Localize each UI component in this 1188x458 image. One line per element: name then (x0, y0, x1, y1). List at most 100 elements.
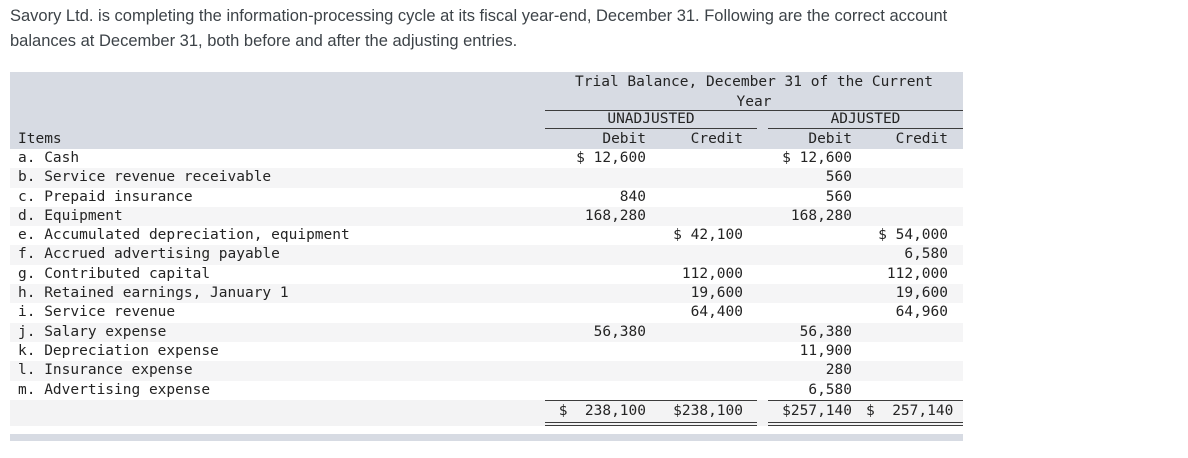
table-row: f. Accrued advertising payable 6,580 (10, 245, 963, 265)
column-gap (757, 361, 768, 380)
adjusted-totals: $257,140 $ 257,140 (768, 399, 963, 426)
unadjusted-debit-cell (545, 361, 660, 380)
table-title-line1: Trial Balance, December 31 of the Curren… (575, 74, 933, 90)
table-row: m. Advertising expense 6,580 (10, 381, 963, 400)
item-cell: f. Accrued advertising payable (18, 246, 280, 263)
unadjusted-credit-cell (660, 381, 757, 400)
bottom-accent-band (10, 434, 963, 441)
adjusted-credit-header: Credit (895, 131, 948, 147)
unadjusted-debit-cell (545, 303, 660, 322)
item-cell: e. Accumulated depreciation, equipment (18, 227, 350, 244)
adjusted-credit-cell (866, 149, 963, 168)
unadjusted-debit-cell (545, 381, 660, 400)
table-title: Trial Balance, December 31 of the Curren… (545, 72, 963, 111)
column-gap (757, 303, 768, 322)
adjusted-debit-cell: 56,380 (799, 323, 852, 340)
unadjusted-credit-cell: $ 42,100 (673, 227, 743, 244)
unadjusted-debit-cell (545, 342, 660, 361)
adjusted-debit-cell (768, 265, 866, 284)
unadjusted-debit-header: Debit (602, 131, 646, 147)
item-cell: h. Retained earnings, January 1 (18, 285, 289, 302)
items-column-header: Items (18, 131, 62, 147)
adjusted-debit-cell: 11,900 (799, 342, 852, 359)
item-cell: g. Contributed capital (18, 265, 211, 282)
adjusted-credit-cell: 112,000 (886, 265, 948, 282)
problem-statement-line2: balances at December 31, both before and… (10, 32, 518, 50)
item-cell: b. Service revenue receivable (18, 169, 272, 186)
table-row: a. Cash $ 12,600 $ 12,600 (10, 149, 963, 168)
adjusted-credit-cell: 19,600 (895, 285, 948, 302)
adjusted-debit-cell: 280 (825, 362, 852, 379)
column-gap (757, 342, 768, 361)
group-header-row: UNADJUSTED ADJUSTED (10, 111, 963, 129)
table-row: d. Equipment 168,280 168,280 (10, 206, 963, 227)
totals-spacer (10, 400, 545, 426)
unadjusted-debit-cell (545, 245, 660, 264)
item-cell: d. Equipment (18, 207, 123, 224)
unadjusted-credit-header: Credit (690, 131, 743, 147)
column-gap (757, 381, 768, 400)
adjusted-credit-cell (866, 381, 963, 400)
unadjusted-totals: $ 238,100 $238,100 (545, 399, 757, 426)
adjusted-credit-cell: $ 54,000 (878, 227, 948, 244)
adjusted-credit-cell (866, 168, 963, 187)
group-header-spacer (10, 111, 545, 129)
problem-statement: Savory Ltd. is completing the informatio… (10, 4, 947, 54)
unadjusted-credit-cell: 19,600 (690, 285, 743, 302)
item-cell: a. Cash (18, 150, 80, 166)
adjusted-debit-cell: 6,580 (808, 381, 852, 398)
totals-gap (757, 400, 768, 426)
adjusted-debit-cell: 560 (825, 169, 852, 186)
adjusted-credit-cell (866, 361, 963, 380)
adjusted-credit-cell (866, 188, 963, 207)
unadjusted-debit-cell (545, 168, 660, 187)
adjusted-debit-cell: 168,280 (790, 207, 852, 224)
item-cell: c. Prepaid insurance (18, 188, 193, 205)
unadjusted-credit-cell: 64,400 (690, 304, 743, 321)
adjusted-credit-total: $ 257,140 (866, 402, 954, 419)
unadjusted-debit-total: $ 238,100 (558, 402, 646, 419)
unadjusted-credit-cell (660, 323, 757, 342)
unadjusted-debit-cell: 168,280 (584, 207, 646, 224)
unadjusted-credit-cell (660, 342, 757, 361)
adjusted-debit-total: $257,140 (782, 402, 852, 419)
table-row: l. Insurance expense 280 (10, 361, 963, 381)
unadjusted-credit-cell (660, 188, 757, 207)
adjusted-debit-cell (768, 303, 866, 322)
item-cell: i. Service revenue (18, 304, 176, 321)
table-row: b. Service revenue receivable 560 (10, 168, 963, 188)
unadjusted-debit-cell: 840 (619, 188, 646, 205)
unadjusted-credit-cell (660, 149, 757, 168)
unadjusted-credit-cell (660, 245, 757, 264)
table-row: j. Salary expense 56,380 56,380 (10, 322, 963, 342)
column-gap (757, 129, 768, 149)
column-gap (757, 323, 768, 342)
item-cell: j. Salary expense (18, 323, 167, 340)
unadjusted-debit-cell (545, 226, 660, 245)
adjusted-credit-cell: 6,580 (904, 246, 948, 263)
column-gap (757, 265, 768, 284)
column-gap (757, 188, 768, 207)
table-row: c. Prepaid insurance 840 560 (10, 188, 963, 207)
table-row: g. Contributed capital 112,000 112,000 (10, 265, 963, 284)
table-row: e. Accumulated depreciation, equipment $ … (10, 226, 963, 245)
table-row: k. Depreciation expense 11,900 (10, 342, 963, 361)
column-header-row: Items Debit Credit Debit Credit (10, 129, 963, 149)
item-cell: m. Advertising expense (18, 381, 211, 398)
adjusted-credit-cell (866, 342, 963, 361)
adjusted-debit-cell (768, 245, 866, 264)
column-gap (757, 207, 768, 226)
unadjusted-debit-cell: 56,380 (593, 323, 646, 340)
unadjusted-credit-total: $238,100 (673, 402, 743, 419)
unadjusted-group-header: UNADJUSTED (545, 111, 757, 129)
unadjusted-credit-cell: 112,000 (681, 265, 743, 282)
adjusted-credit-cell: 64,960 (895, 304, 948, 321)
group-gap (757, 111, 768, 129)
column-gap (757, 149, 768, 168)
totals-row: $ 238,100 $238,100 $257,140 $ 257,140 (10, 399, 963, 426)
unadjusted-credit-cell (660, 207, 757, 226)
trial-balance-table: Trial Balance, December 31 of the Curren… (10, 72, 963, 426)
column-gap (757, 245, 768, 264)
adjusted-debit-header: Debit (808, 131, 852, 147)
unadjusted-credit-cell (660, 168, 757, 187)
